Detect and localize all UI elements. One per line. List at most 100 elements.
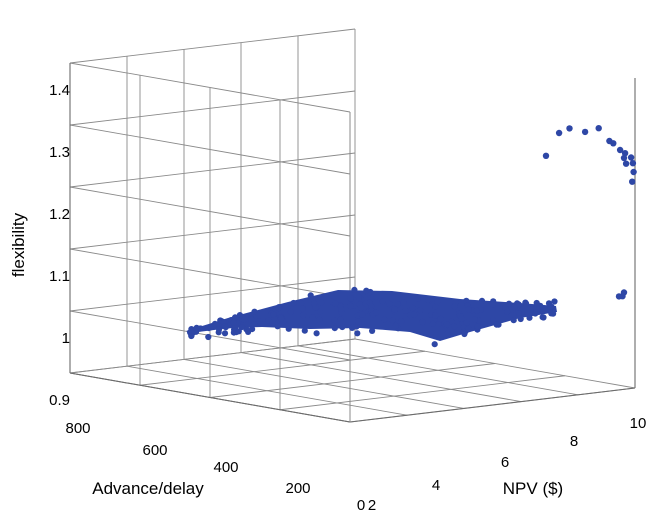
band-point [300,312,307,319]
band-point [533,309,540,316]
wall-gridline [69,214,356,250]
band-point [299,305,306,312]
data-point [622,160,630,167]
band-point [381,316,388,323]
band-point [363,287,370,294]
wall-gridline [69,152,356,188]
band-point [347,302,354,310]
band-point [379,298,386,305]
band-point [355,294,362,301]
band-point [274,323,281,330]
band-point [311,300,318,307]
x-axis-title: NPV ($) [503,479,563,498]
y-tick-label: 800 [65,420,90,437]
point-cloud-band [186,286,558,348]
data-point [620,289,628,296]
band-point [448,318,455,325]
band-point [394,301,401,308]
y-tick-label: 0 [357,497,365,513]
band-point [471,316,478,323]
band-point [432,303,439,310]
z-axis-title: flexibility [9,212,28,277]
band-point [331,325,338,332]
band-point [550,310,557,317]
band-point [429,320,437,327]
band-point [354,330,361,337]
band-point [451,323,458,330]
band-point [533,299,540,307]
band-point [347,295,354,302]
band-point [517,315,524,323]
band-point [251,308,258,315]
data-point [620,154,628,162]
band-point [369,327,376,334]
band-point [402,307,409,314]
band-point [358,304,365,311]
band-point [417,307,424,314]
band-point [221,330,229,337]
band-point [193,324,200,331]
band-point [355,318,362,325]
band-point [391,306,398,313]
band-point [522,300,530,307]
y-tick-label: 200 [285,480,310,497]
band-point [425,296,432,303]
band-point [409,304,416,312]
band-point [474,323,481,330]
wall-gridline [69,338,356,374]
band-point [427,330,435,337]
y-axis-title: Advance/delay [92,479,204,498]
band-point [490,316,497,324]
band-point [275,304,282,312]
data-point [627,154,635,161]
band-point [551,298,558,305]
band-point [317,308,324,315]
floor-gridline [139,350,426,386]
band-point [541,306,549,313]
band-point [515,310,523,317]
band-point [389,317,396,324]
band-point [249,326,256,333]
band-point [473,307,480,314]
band-point [318,299,325,306]
band-point [332,300,339,307]
band-point [285,325,292,332]
data-point [581,128,589,136]
band-point [349,324,356,331]
band-point [309,314,316,321]
band-point [278,315,285,322]
x-tick-label: 10 [630,415,647,432]
band-point [386,300,393,308]
band-point [337,316,344,323]
x-tick-label: 2 [368,497,376,513]
band-point [478,297,486,304]
band-point [339,323,346,331]
band-point [465,325,472,333]
band-point [398,318,405,325]
band-point [515,301,522,308]
band-point [270,311,277,318]
y-tick-label: 600 [142,442,167,459]
band-point [241,316,248,323]
y-tick-label: 400 [213,459,238,476]
band-point [269,319,276,326]
z-tick-label: 1 [62,330,70,347]
band-point [411,311,418,318]
band-point [465,306,472,313]
band-point [216,326,223,333]
band-point [297,300,305,307]
band-point [351,286,358,293]
data-point [555,129,563,137]
axis-edge [69,372,351,423]
wall-gridline [69,186,351,237]
z-tick-label: 1.1 [49,268,70,285]
band-point [255,318,263,325]
band-point [373,293,380,300]
band-point [188,332,195,340]
band-point [338,305,345,313]
band-point [248,316,255,323]
band-point [250,321,258,328]
data-point [630,168,637,176]
band-point [489,301,497,308]
